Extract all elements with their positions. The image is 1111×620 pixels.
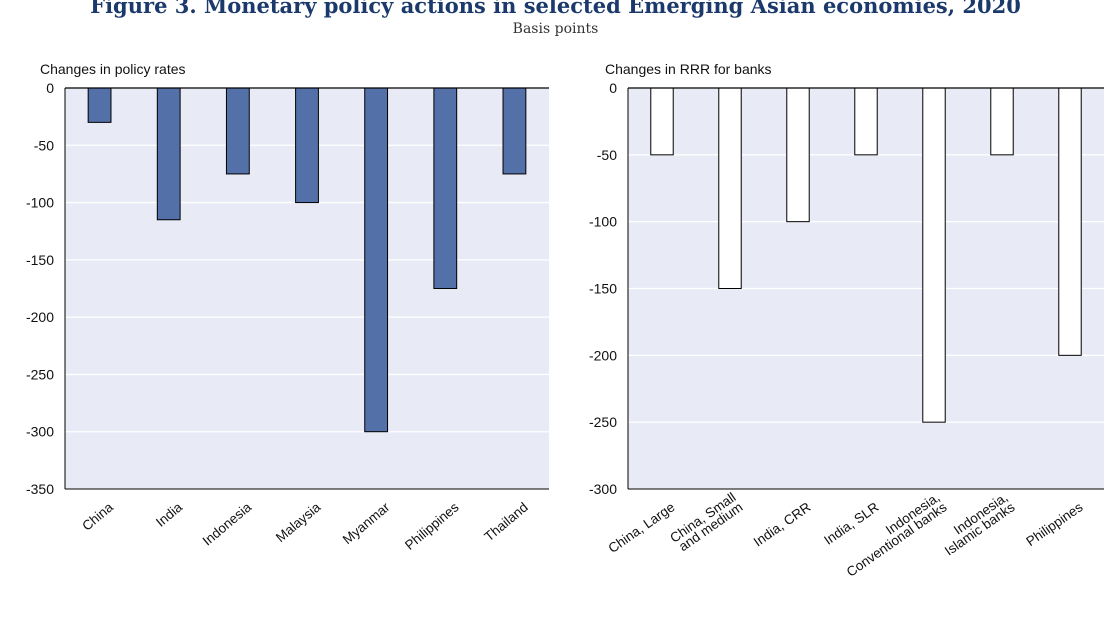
policy-y-tick-label: -50 bbox=[34, 137, 54, 153]
policy-bar bbox=[502, 87, 527, 175]
rrr-y-tick-label: -300 bbox=[589, 481, 617, 497]
rrr-y-tick-label: 0 bbox=[609, 80, 617, 96]
policy-category-label: Philippines bbox=[402, 499, 462, 553]
rrr-bar bbox=[718, 87, 742, 289]
rrr-category-label: China, Smalland medium bbox=[667, 490, 745, 556]
policy-y-tick-label: -300 bbox=[26, 424, 54, 440]
rrr-y-tick-label: -200 bbox=[589, 347, 617, 363]
rrr-y-tick-label: -100 bbox=[589, 214, 617, 230]
policy-category-label: Myanmar bbox=[340, 499, 393, 547]
policy-y-tick-label: -350 bbox=[26, 481, 54, 497]
policy-y-tick-label: -200 bbox=[26, 309, 54, 325]
rrr-bar bbox=[1058, 87, 1082, 356]
rrr-bar bbox=[922, 87, 946, 423]
rrr-category-label: India, CRR bbox=[751, 499, 814, 549]
rrr-category-label: India, SLR bbox=[821, 499, 881, 548]
policy-bar bbox=[295, 87, 319, 204]
rrr-y-tick-label: -50 bbox=[597, 147, 617, 163]
policy-y-tick-label: -250 bbox=[26, 366, 54, 382]
figure-subtitle: Basis points bbox=[512, 21, 599, 37]
policy-bar bbox=[225, 87, 250, 175]
policy-bar bbox=[156, 87, 181, 221]
rrr-panel-label: Changes in RRR for banks bbox=[605, 61, 772, 77]
policy-panel-label: Changes in policy rates bbox=[40, 61, 186, 77]
rrr-bar bbox=[650, 87, 674, 156]
rrr-bar bbox=[786, 87, 810, 223]
policy-bar bbox=[364, 87, 389, 433]
rrr-bar bbox=[990, 87, 1014, 156]
rrr-y-tick-label: -250 bbox=[589, 414, 617, 430]
policy-bar bbox=[433, 87, 458, 289]
policy-y-tick-label: -150 bbox=[26, 252, 54, 268]
policy-y-tick-label: 0 bbox=[46, 80, 54, 96]
policy-category-label: Thailand bbox=[481, 499, 530, 544]
rrr-bar bbox=[854, 87, 878, 156]
policy-category-label: India bbox=[153, 499, 185, 530]
rrr-category-label: Indonesia,Conventional banks bbox=[837, 489, 950, 579]
policy-category-label: Indonesia bbox=[200, 499, 255, 548]
policy-bar bbox=[87, 87, 112, 123]
policy-y-tick-label: -100 bbox=[26, 195, 54, 211]
figure-title: Figure 3. Monetary policy actions in sel… bbox=[90, 0, 1021, 18]
rrr-category-label: Philippines bbox=[1023, 499, 1085, 549]
rrr-category-label: China, Large bbox=[606, 499, 678, 556]
policy-category-label: Malaysia bbox=[273, 499, 324, 545]
policy-category-label: China bbox=[79, 499, 116, 533]
rrr-y-tick-label: -150 bbox=[589, 281, 617, 297]
rrr-category-label: Indonesia,Islamic banks bbox=[935, 489, 1018, 558]
